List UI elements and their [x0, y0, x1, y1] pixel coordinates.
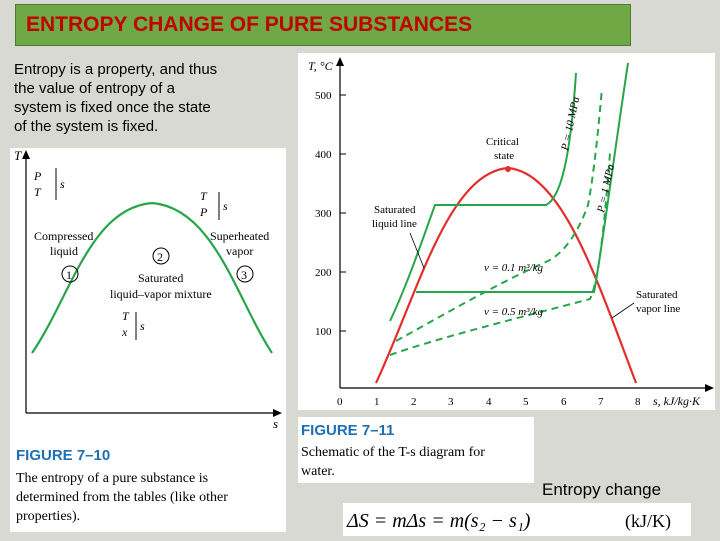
- x-tick-label: 7: [598, 396, 604, 408]
- y-tick-label: 400: [315, 149, 332, 161]
- state3-s: s: [223, 199, 228, 213]
- marker-circle-3: [236, 265, 254, 283]
- isobar-10mpa-label: P = 10 MPa: [559, 95, 582, 152]
- isobar-1mpa-label: P = 1 MPa: [595, 163, 617, 215]
- entropy-formula-panel: ΔS = mΔs = m(s₂ − s₁) (kJ/K): [343, 503, 691, 536]
- state1-t: T: [34, 185, 42, 199]
- x-tick-label: 6: [561, 396, 567, 408]
- isochore-0-1-label: v = 0.1 m³/kg: [484, 262, 543, 274]
- fig710-caption-line: The entropy of a pure substance is: [16, 471, 208, 486]
- y-tick-label: 200: [315, 267, 332, 279]
- state1-p: P: [33, 169, 42, 183]
- entropy-change-label: Entropy change: [542, 480, 662, 499]
- state2-x: x: [121, 325, 128, 339]
- label-saturated-1: Saturated: [138, 271, 183, 285]
- figure-7-10-panel: T s P T s T P s Compressed liquid Superh…: [10, 148, 286, 532]
- x-tick-label: 5: [523, 396, 529, 408]
- isochore-0-1: [395, 87, 603, 342]
- figure-7-11-panel: T, °C s, kJ/kg·K 500 400 300 200 100 0 1…: [298, 53, 715, 410]
- x-tick-label: 8: [635, 396, 641, 408]
- marker-circle-2: [152, 247, 170, 265]
- slide-title-box: ENTROPY CHANGE OF PURE SUBSTANCES: [15, 4, 631, 46]
- y-tick-label: 500: [315, 90, 332, 102]
- y-tick-label: 300: [315, 208, 332, 220]
- isobar-1mpa: [416, 62, 629, 293]
- isochore-0-5: [389, 152, 611, 356]
- entropy-axis-label: s, kJ/kg·K: [653, 394, 701, 408]
- y-tick-label: 100: [315, 326, 332, 338]
- state2-t: T: [122, 309, 130, 323]
- entropy-axis-arrow: [705, 384, 714, 392]
- ts-diagram-water: T, °C s, kJ/kg·K 500 400 300 200 100 0 1…: [308, 57, 714, 408]
- intro-line: Entropy is a property, and thus: [14, 61, 218, 78]
- marker-3: 3: [241, 268, 247, 282]
- critical-label-1: Critical: [486, 136, 519, 148]
- x-tick-label: 3: [448, 396, 454, 408]
- label-superheated-1: Superheated: [210, 229, 269, 243]
- label-superheated-2: vapor: [226, 244, 253, 258]
- state3-p: P: [199, 205, 208, 219]
- x-tick-label: 0: [337, 396, 343, 408]
- x-tick-label: 1: [374, 396, 380, 408]
- x-tick-label: 4: [486, 396, 492, 408]
- fig710-caption-line: determined from the tables (like other: [16, 490, 228, 505]
- label-compressed-1: Compressed: [34, 229, 93, 243]
- entropy-formula-svg: ΔS = mΔs = m(s₂ − s₁) (kJ/K): [346, 510, 671, 532]
- intro-text: Entropy is a property, and thus the valu…: [14, 60, 284, 136]
- fig710-caption-line: properties).: [16, 509, 80, 524]
- state3-t: T: [200, 189, 208, 203]
- saturation-dome: [31, 201, 273, 354]
- marker-circle-1: [61, 265, 79, 283]
- fig711-label: FIGURE 7–11: [301, 422, 394, 439]
- temperature-axis-label: T, °C: [308, 59, 334, 73]
- t-axis-label: T: [14, 148, 22, 163]
- state1-eq: s: [60, 177, 65, 191]
- fig711-caption-line: Schematic of the T-s diagram for: [301, 445, 485, 460]
- ts-diagram-general: T s P T s T P s Compressed liquid Superh…: [14, 148, 282, 524]
- critical-point: [505, 166, 511, 172]
- s-axis-arrow: [273, 409, 282, 417]
- isochore-0-5-label: v = 0.5 m³/kg: [484, 306, 543, 318]
- entropy-formula: ΔS = mΔs = m(s₂ − s₁): [346, 510, 531, 532]
- intro-line: system is fixed once the state: [14, 99, 211, 116]
- s-axis-label: s: [273, 416, 278, 431]
- temperature-axis-arrow: [336, 57, 344, 66]
- marker-2: 2: [157, 250, 163, 264]
- slide-title: ENTROPY CHANGE OF PURE SUBSTANCES: [26, 13, 473, 36]
- x-tick-label: 2: [411, 396, 417, 408]
- critical-label-2: state: [494, 150, 514, 162]
- figure-7-11-caption-panel: FIGURE 7–11 Schematic of the T-s diagram…: [298, 417, 534, 483]
- entropy-formula-unit: (kJ/K): [625, 511, 671, 532]
- sat-vapor-label-1: Saturated: [636, 289, 678, 301]
- fig711-caption-svg: FIGURE 7–11 Schematic of the T-s diagram…: [301, 422, 485, 479]
- isobar-10mpa: [389, 72, 577, 322]
- marker-1: 1: [66, 268, 72, 282]
- sat-liquid-label-1: Saturated: [374, 204, 416, 216]
- intro-line: of the system is fixed.: [14, 118, 159, 135]
- sat-liquid-leader: [409, 232, 425, 269]
- label-saturated-2: liquid–vapor mixture: [110, 287, 212, 301]
- fig711-caption-line: water.: [301, 464, 335, 479]
- sat-liquid-label-2: liquid line: [372, 218, 417, 230]
- t-axis-arrow: [22, 150, 30, 159]
- state2-eq: s: [140, 319, 145, 333]
- label-compressed-2: liquid: [50, 244, 78, 258]
- sat-vapor-leader: [611, 302, 635, 319]
- intro-line: the value of entropy of a: [14, 80, 175, 97]
- sat-vapor-label-2: vapor line: [636, 303, 680, 315]
- fig710-label: FIGURE 7–10: [16, 447, 110, 464]
